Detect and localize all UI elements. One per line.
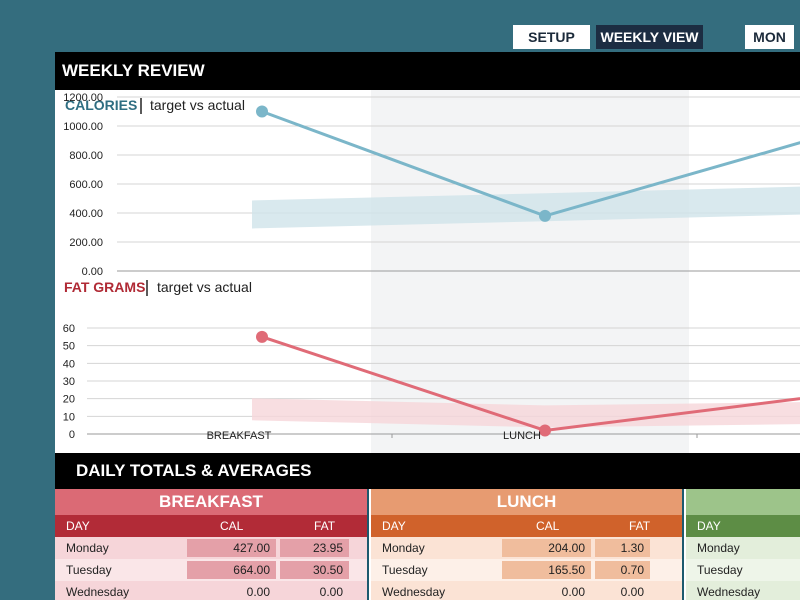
col-day: DAY — [66, 519, 90, 533]
fat-cell: 23.95 — [280, 539, 349, 557]
data-point — [256, 105, 268, 118]
y-tick-label: 1200.00 — [63, 92, 103, 104]
table-row: Tuesday 165.50 0.70 — [371, 559, 682, 581]
chart-title: FAT GRAMS — [64, 279, 145, 295]
page-title: WEEKLY REVIEW — [55, 52, 800, 90]
table-row: Wednesday 0.00 0.00 — [55, 581, 367, 600]
data-point — [539, 424, 551, 437]
lunch-title: LUNCH — [371, 489, 682, 515]
day-selector-button[interactable]: MON — [745, 25, 794, 49]
x-tick-label: BREAKFAST — [207, 430, 272, 442]
col-cal: CAL — [220, 519, 244, 533]
x-tick-label: LUNCH — [503, 430, 541, 442]
dinner-table: DAY Monday Tuesday Wednesday — [686, 489, 800, 600]
y-tick-label: 30 — [63, 376, 75, 388]
setup-button[interactable]: SETUP — [513, 25, 590, 49]
day-cell: Wednesday — [66, 585, 130, 599]
table-row: Monday 204.00 1.30 — [371, 537, 682, 559]
cal-cell: 427.00 — [187, 539, 276, 557]
charts-svg: CALORIES target vs actual1200.001000.0080… — [63, 90, 800, 453]
weekly-view-button[interactable]: WEEKLY VIEW — [596, 25, 703, 49]
cal-cell: 0.00 — [246, 585, 270, 599]
chart-subtitle: target vs actual — [150, 97, 245, 113]
table-row: Tuesday — [686, 559, 800, 581]
col-day: DAY — [382, 519, 406, 533]
y-tick-label: 40 — [63, 358, 75, 370]
y-tick-label: 60 — [63, 323, 75, 335]
charts-area: CALORIES target vs actual 1200.00 1000.00 80… — [55, 90, 800, 502]
day-cell: Tuesday — [66, 563, 112, 577]
data-point — [539, 209, 551, 222]
day-cell: Monday — [66, 541, 109, 555]
fat-cell: 1.30 — [595, 539, 650, 557]
day-cell: Monday — [697, 541, 740, 555]
data-point — [256, 330, 268, 343]
weekly-review-panel: WEEKLY REVIEW CALORIES target vs actual 12… — [55, 52, 800, 600]
totals-title: DAILY TOTALS & AVERAGES — [55, 453, 800, 489]
cal-cell: 165.50 — [502, 561, 591, 579]
cal-cell: 0.00 — [561, 585, 585, 599]
y-tick-label: 200.00 — [69, 237, 103, 249]
y-tick-label: 400.00 — [69, 208, 103, 220]
fat-cell: 0.70 — [595, 561, 650, 579]
table-row: Monday 427.00 23.95 — [55, 537, 367, 559]
day-cell: Wednesday — [382, 585, 446, 599]
fat-cell: 0.00 — [319, 585, 343, 599]
cal-cell: 664.00 — [187, 561, 276, 579]
y-tick-label: 0 — [69, 429, 75, 441]
cal-cell: 204.00 — [502, 539, 591, 557]
y-tick-label: 800.00 — [69, 150, 103, 162]
day-cell: Tuesday — [697, 563, 743, 577]
lunch-header-row: DAY CAL FAT — [371, 515, 682, 537]
y-tick-label: 600.00 — [69, 179, 103, 191]
y-tick-label: 20 — [63, 394, 75, 406]
day-cell: Monday — [382, 541, 425, 555]
lunch-table: LUNCH DAY CAL FAT Monday 204.00 1.30 Tue… — [371, 489, 684, 600]
col-fat: FAT — [629, 519, 651, 533]
table-row: Wednesday 0.00 0.00 — [371, 581, 682, 600]
col-fat: FAT — [314, 519, 336, 533]
chart-subtitle: target vs actual — [157, 279, 252, 295]
col-day: DAY — [697, 519, 721, 533]
table-row: Monday — [686, 537, 800, 559]
y-tick-label: 10 — [63, 411, 75, 423]
y-tick-label: 0.00 — [82, 266, 103, 278]
dinner-title — [686, 489, 800, 515]
target-band — [252, 398, 800, 428]
top-navigation: SETUP WEEKLY VIEW MON — [0, 25, 800, 49]
day-cell: Wednesday — [697, 585, 761, 599]
breakfast-title: BREAKFAST — [55, 489, 367, 515]
dinner-header-row: DAY — [686, 515, 800, 537]
day-cell: Tuesday — [382, 563, 428, 577]
fat-cell: 30.50 — [280, 561, 349, 579]
fat-cell: 0.00 — [620, 585, 644, 599]
breakfast-header-row: DAY CAL FAT — [55, 515, 367, 537]
table-row: Wednesday — [686, 581, 800, 600]
y-tick-label: 50 — [63, 341, 75, 353]
table-row: Tuesday 664.00 30.50 — [55, 559, 367, 581]
breakfast-table: BREAKFAST DAY CAL FAT Monday 427.00 23.9… — [55, 489, 369, 600]
col-cal: CAL — [536, 519, 560, 533]
chart-title: CALORIES — [65, 97, 137, 113]
y-tick-label: 1000.00 — [63, 121, 103, 133]
